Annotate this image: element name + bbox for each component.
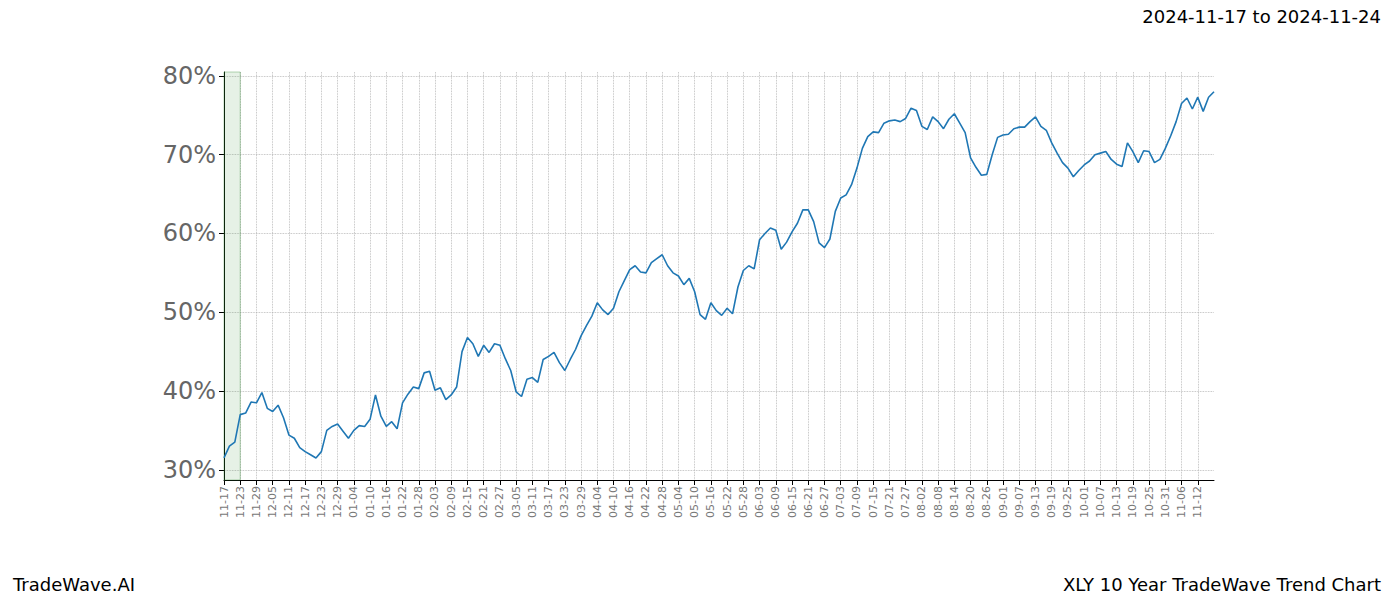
svg-text:06-21: 06-21 [802,486,815,518]
svg-text:06-09: 06-09 [769,486,782,518]
svg-text:12-11: 12-11 [282,486,295,518]
svg-text:11-29: 11-29 [250,486,263,518]
svg-text:11-23: 11-23 [234,486,247,518]
svg-text:05-04: 05-04 [672,486,685,518]
svg-text:01-10: 01-10 [364,486,377,518]
svg-text:07-27: 07-27 [899,486,912,518]
svg-text:TradeWave.AI: TradeWave.AI [12,574,135,595]
svg-text:02-21: 02-21 [477,486,490,518]
svg-text:10-07: 10-07 [1094,486,1107,518]
svg-text:03-11: 03-11 [526,486,539,518]
svg-text:60%: 60% [163,219,216,247]
svg-text:07-21: 07-21 [883,486,896,518]
svg-text:04-16: 04-16 [623,486,636,518]
svg-text:50%: 50% [163,298,216,326]
svg-text:10-01: 10-01 [1078,486,1091,518]
svg-text:11-17: 11-17 [218,486,231,518]
svg-text:03-17: 03-17 [542,486,555,518]
svg-text:10-25: 10-25 [1143,486,1156,518]
svg-text:08-20: 08-20 [964,486,977,518]
svg-text:04-22: 04-22 [639,486,652,518]
svg-text:03-23: 03-23 [558,486,571,518]
svg-text:06-03: 06-03 [753,486,766,518]
svg-text:01-28: 01-28 [412,486,425,518]
svg-text:04-04: 04-04 [591,486,604,518]
svg-text:07-03: 07-03 [834,486,847,518]
svg-text:40%: 40% [163,377,216,405]
svg-text:08-08: 08-08 [932,486,945,518]
svg-text:06-15: 06-15 [786,486,799,518]
svg-text:80%: 80% [163,62,216,90]
svg-text:12-17: 12-17 [299,486,312,518]
svg-text:06-27: 06-27 [818,486,831,518]
svg-text:05-28: 05-28 [737,486,750,518]
svg-text:05-16: 05-16 [704,486,717,518]
svg-text:09-07: 09-07 [1013,486,1026,518]
svg-text:XLY 10 Year TradeWave Trend Ch: XLY 10 Year TradeWave Trend Chart [1063,574,1381,595]
svg-text:70%: 70% [163,141,216,169]
svg-text:01-22: 01-22 [396,486,409,518]
svg-text:04-28: 04-28 [656,486,669,518]
svg-text:01-04: 01-04 [347,486,360,518]
svg-text:2024-11-17 to 2024-11-24: 2024-11-17 to 2024-11-24 [1142,6,1381,27]
svg-text:07-15: 07-15 [867,486,880,518]
svg-text:05-22: 05-22 [721,486,734,518]
svg-text:04-10: 04-10 [607,486,620,518]
svg-text:08-26: 08-26 [980,486,993,518]
svg-text:02-27: 02-27 [493,486,506,518]
svg-text:08-02: 08-02 [915,486,928,518]
svg-text:03-29: 03-29 [575,486,588,518]
svg-text:09-13: 09-13 [1029,486,1042,518]
svg-text:03-05: 03-05 [510,486,523,518]
svg-text:02-15: 02-15 [461,486,474,518]
svg-text:02-09: 02-09 [445,486,458,518]
svg-text:11-12: 11-12 [1191,486,1204,518]
svg-text:02-03: 02-03 [428,486,441,518]
svg-text:05-10: 05-10 [688,486,701,518]
svg-text:07-09: 07-09 [850,486,863,518]
svg-text:08-14: 08-14 [948,486,961,518]
svg-text:01-16: 01-16 [380,486,393,518]
svg-text:11-06: 11-06 [1175,486,1188,518]
svg-text:12-29: 12-29 [331,486,344,518]
svg-text:10-13: 10-13 [1110,486,1123,518]
svg-text:09-19: 09-19 [1045,486,1058,518]
svg-text:10-31: 10-31 [1159,486,1172,518]
svg-text:09-01: 09-01 [997,486,1010,518]
svg-text:30%: 30% [163,456,216,484]
svg-text:12-05: 12-05 [266,486,279,518]
svg-text:12-23: 12-23 [315,486,328,518]
svg-text:09-25: 09-25 [1061,486,1074,518]
svg-text:10-19: 10-19 [1126,486,1139,518]
